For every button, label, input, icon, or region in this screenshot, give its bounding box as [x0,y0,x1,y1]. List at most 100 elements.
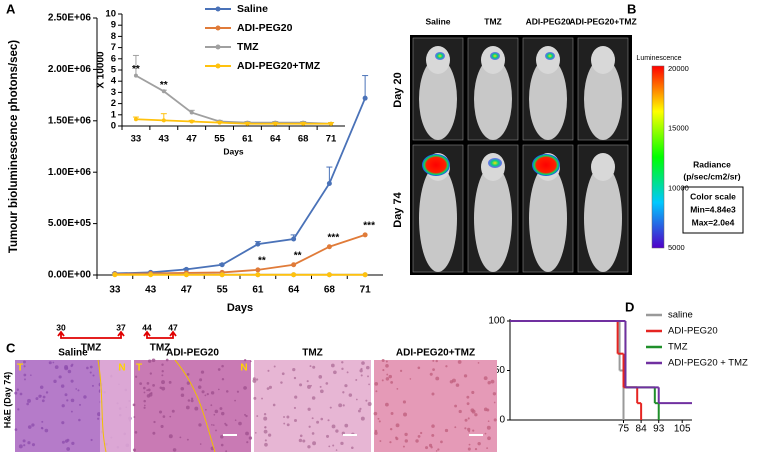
nucleus [470,408,474,412]
nucleus [66,447,70,451]
nucleus [20,393,23,396]
nucleus [312,417,314,419]
treatment-bracket [144,332,176,338]
nucleus [391,412,394,415]
mouse-body [419,165,457,272]
nucleus [436,450,438,452]
nucleus [294,407,296,409]
nucleus [15,428,18,431]
signal [422,154,450,176]
nucleus [336,449,338,451]
nucleus [24,365,26,367]
nucleus [14,392,17,395]
nucleus [493,392,496,395]
nucleus [153,421,155,423]
nucleus [86,367,89,370]
nucleus [386,374,388,376]
point [273,122,277,126]
point [184,272,189,277]
nucleus [335,429,338,432]
nucleus [40,395,42,397]
nucleus [166,359,169,362]
nucleus [474,413,477,416]
x-tick-label: 47 [181,285,193,296]
nucleus [307,380,309,382]
legend-label: ADI-PEG20 + TMZ [668,358,748,369]
nucleus [468,417,470,419]
y-tick-label: 7 [111,42,116,53]
nucleus [351,446,354,449]
nucleus [359,369,362,372]
nucleus [264,430,268,434]
nucleus [148,359,151,362]
point [327,244,332,249]
column-label: Saline [58,348,88,359]
nucleus [361,361,365,365]
nucleus [252,379,256,383]
nucleus [264,443,268,447]
point [301,122,305,126]
nucleus [152,384,155,387]
nucleus [466,396,469,399]
nucleus [143,387,146,390]
nucleus [344,424,348,428]
nucleus [215,410,219,414]
nucleus [133,403,136,406]
nucleus [134,416,136,418]
nucleus [213,424,215,426]
nucleus [287,423,290,426]
region-mark: T [136,363,142,374]
nucleus [379,440,381,442]
nucleus [40,385,43,388]
nucleus [97,418,99,420]
nucleus [221,444,224,447]
y-tick-label: 0.00E+00 [48,270,92,281]
y-tick-label: 2 [111,98,116,109]
nucleus [169,434,173,438]
mouse-body [584,165,622,272]
nucleus [320,386,322,388]
nucleus [42,399,45,402]
nucleus [172,410,175,413]
nucleus [179,436,181,438]
x-tick-label: 33 [131,134,142,145]
nucleus [456,383,460,387]
legend-marker [216,45,221,50]
nucleus [235,419,237,421]
mouse-body [529,165,567,272]
nucleus [264,426,266,428]
annotation: *** [363,221,375,232]
y-axis-label: X 10000 [96,51,107,89]
x-tick-label: 55 [217,285,229,296]
nucleus [17,408,19,410]
nucleus [23,360,26,363]
nucleus [378,418,380,420]
nucleus [486,447,488,449]
point [255,272,260,277]
nucleus [250,360,252,362]
nucleus [471,391,474,394]
nucleus [92,374,94,376]
nucleus [308,408,311,411]
point [363,272,368,277]
mouse-body [474,165,512,272]
mouse-head [536,46,560,74]
nucleus [211,424,213,426]
nucleus [316,421,319,424]
x-tick-label: 71 [360,285,372,296]
nucleus [310,365,312,367]
nucleus [23,374,26,377]
nucleus [255,432,257,434]
point [220,272,225,277]
point [190,111,194,115]
mouse-head [591,153,615,181]
y-tick-label: 3 [111,87,116,98]
nucleus [389,375,392,378]
point [112,272,117,277]
nucleus [487,436,491,440]
mouse-head [426,46,450,74]
nucleus [218,389,220,391]
nucleus [375,390,377,392]
nucleus [200,443,202,445]
nucleus [139,382,142,385]
